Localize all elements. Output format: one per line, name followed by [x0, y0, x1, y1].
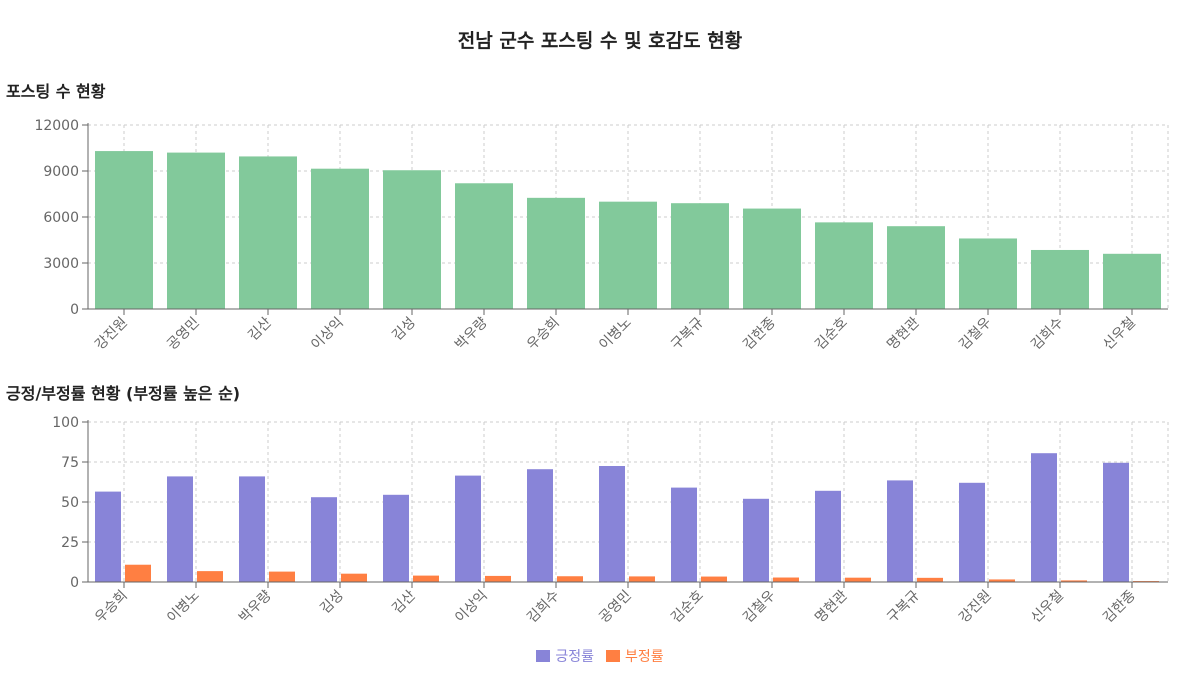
bar-series-1-명현관 — [845, 577, 871, 582]
x-tick-label-이상익: 이상익 — [308, 315, 347, 354]
x-tick-label-이병노: 이병노 — [164, 587, 203, 626]
y-tick-label: 3000 — [43, 256, 79, 272]
x-tick-label-김순호: 김순호 — [812, 314, 851, 353]
posting-count-chart: 0 3000 6000 9000 12000 강진원 공영민 김산 이상익 김성 박우량 우승희 이병노… — [34, 118, 1169, 354]
y-tick-label: 9000 — [43, 164, 79, 180]
bar-posting-이병노 — [599, 201, 657, 309]
x-tick-label-공영민: 공영민 — [164, 315, 203, 354]
bar-series-0-김희수 — [527, 469, 553, 582]
x-tick-label-김희수: 김희수 — [524, 587, 563, 626]
bar-posting-김산 — [239, 156, 297, 309]
x-tick-label-이병노: 이병노 — [596, 314, 635, 353]
bar-series-0-구복규 — [887, 480, 913, 582]
y-tick-label: 50 — [61, 495, 79, 511]
x-tick-label-김성: 김성 — [317, 588, 347, 618]
bar-series-0-공영민 — [599, 466, 625, 582]
x-tick-label-이상익: 이상익 — [452, 588, 491, 627]
x-tick-label-신우철: 신우철 — [1100, 315, 1139, 354]
bar-posting-이상익 — [311, 168, 369, 309]
sentiment-chart-title: 긍정/부정률 현황 (부정률 높은 순) — [6, 384, 241, 403]
bar-posting-김순호 — [815, 222, 873, 309]
x-tick-label-김한종: 김한종 — [1100, 587, 1139, 626]
x-tick-label-김성: 김성 — [389, 315, 419, 345]
x-tick-label-김순호: 김순호 — [668, 587, 707, 626]
x-tick-label-강진원: 강진원 — [956, 588, 995, 627]
bar-posting-박우량 — [455, 183, 513, 309]
y-tick-label: 0 — [70, 302, 79, 318]
bar-series-1-김순호 — [701, 576, 727, 582]
x-tick-label-명현관: 명현관 — [884, 314, 923, 353]
x-tick-label-김산: 김산 — [389, 587, 419, 617]
y-tick-label: 0 — [70, 575, 79, 591]
y-tick-label: 75 — [61, 455, 79, 471]
sentiment-rate-chart: 0 25 50 75 100 우승희 이병노 박우량 김성 김산 이상익 김희수 공영민 김순호 김철우 명현… — [52, 415, 1169, 627]
bar-posting-김한종 — [743, 208, 801, 309]
y-tick-label: 25 — [61, 535, 79, 551]
x-tick-label-강진원: 강진원 — [92, 315, 131, 354]
bar-series-0-김한종 — [1103, 462, 1129, 582]
bar-series-1-김성 — [341, 573, 367, 582]
x-tick-label-김한종: 김한종 — [740, 314, 779, 353]
bar-series-0-신우철 — [1031, 453, 1057, 582]
bar-posting-김성 — [383, 170, 441, 309]
bar-series-0-이상익 — [455, 475, 481, 582]
legend-swatch-positive — [536, 650, 551, 662]
x-tick-label-김철우: 김철우 — [956, 314, 995, 353]
x-tick-label-구복규: 구복규 — [668, 314, 707, 353]
bar-series-0-김철우 — [743, 498, 769, 582]
bar-posting-신우철 — [1103, 253, 1161, 309]
bar-series-0-이병노 — [167, 476, 193, 582]
bar-posting-김철우 — [959, 238, 1017, 309]
legend-label-positive: 긍정률 — [555, 649, 594, 665]
x-tick-label-김희수: 김희수 — [1028, 314, 1067, 353]
bar-series-1-강진원 — [989, 579, 1015, 582]
x-tick-label-공영민: 공영민 — [596, 588, 635, 627]
bar-series-1-우승희 — [125, 564, 151, 582]
bar-series-1-박우량 — [269, 571, 295, 582]
x-tick-label-명현관: 명현관 — [812, 587, 851, 626]
x-tick-label-김산: 김산 — [245, 314, 275, 344]
bar-series-1-신우철 — [1061, 580, 1087, 582]
bar-series-1-김희수 — [557, 576, 583, 582]
bar-series-0-우승희 — [95, 491, 121, 582]
x-tick-label-구복규: 구복규 — [884, 587, 923, 626]
legend-label-negative: 부정률 — [625, 649, 664, 665]
bar-series-0-김성 — [311, 497, 337, 582]
y-tick-label: 100 — [52, 415, 79, 431]
bar-series-0-김순호 — [671, 487, 697, 582]
bar-series-0-박우량 — [239, 476, 265, 582]
bar-posting-명현관 — [887, 226, 945, 309]
legend-item-negative[interactable]: 부정률 — [606, 646, 664, 666]
x-tick-label-우승희: 우승희 — [92, 588, 131, 627]
y-tick-label: 12000 — [34, 118, 79, 134]
x-tick-label-김철우: 김철우 — [740, 587, 779, 626]
legend-item-positive[interactable]: 긍정률 — [536, 646, 594, 666]
bar-series-1-이병노 — [197, 571, 223, 582]
chart-title: 전남 군수 포스팅 수 및 호감도 현황 — [457, 30, 743, 52]
y-tick-label: 6000 — [43, 210, 79, 226]
bar-posting-구복규 — [671, 203, 729, 309]
bar-series-1-김철우 — [773, 577, 799, 582]
posting-chart-title: 포스팅 수 현황 — [6, 82, 106, 101]
chart-legend: 긍정률 부정률 — [0, 646, 1200, 666]
bar-series-1-이상익 — [485, 575, 511, 582]
x-tick-label-박우량: 박우량 — [452, 314, 491, 353]
bar-series-1-구복규 — [917, 577, 943, 582]
x-tick-label-박우량: 박우량 — [236, 587, 275, 626]
bar-series-1-공영민 — [629, 576, 655, 582]
x-tick-label-우승희: 우승희 — [524, 315, 563, 354]
bar-series-0-김산 — [383, 494, 409, 582]
bar-series-0-명현관 — [815, 490, 841, 582]
bar-posting-우승희 — [527, 197, 585, 309]
bar-series-1-김산 — [413, 575, 439, 582]
legend-swatch-negative — [606, 650, 620, 662]
bar-posting-김희수 — [1031, 249, 1089, 309]
x-tick-label-신우철: 신우철 — [1028, 588, 1067, 627]
bar-posting-강진원 — [95, 151, 153, 309]
bar-posting-공영민 — [167, 152, 225, 309]
bar-series-0-강진원 — [959, 482, 985, 582]
